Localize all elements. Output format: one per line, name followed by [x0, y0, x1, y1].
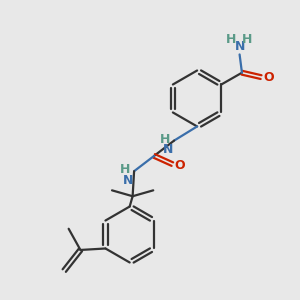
- Text: N: N: [234, 40, 245, 53]
- Text: O: O: [175, 159, 185, 172]
- Text: H: H: [120, 163, 130, 176]
- Text: O: O: [263, 70, 274, 84]
- Text: H: H: [242, 33, 252, 46]
- Text: H: H: [226, 33, 236, 46]
- Text: H: H: [160, 133, 171, 146]
- Text: N: N: [123, 174, 134, 187]
- Text: N: N: [163, 143, 174, 156]
